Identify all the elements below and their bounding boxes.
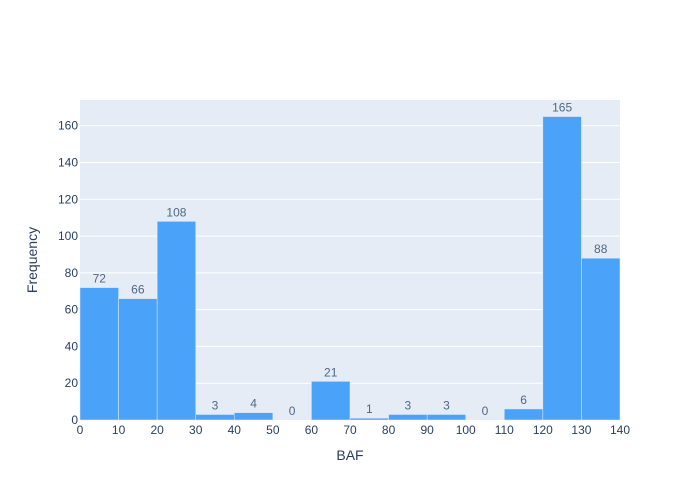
histogram-bar xyxy=(234,412,274,421)
x-tick-label: 90 xyxy=(420,423,434,437)
x-tick-label: 30 xyxy=(189,423,203,437)
x-tick-label: 0 xyxy=(77,423,84,437)
histogram-bar xyxy=(118,298,158,421)
y-axis-ticks: 0 20 40 60 80 100 120 140 160 xyxy=(58,119,78,427)
bar-value-label: 0 xyxy=(482,404,489,418)
y-tick-label: 100 xyxy=(58,229,78,243)
bar-value-label: 3 xyxy=(212,398,219,412)
histogram-bar xyxy=(311,381,351,421)
x-tick-label: 130 xyxy=(571,423,591,437)
x-tick-label: 40 xyxy=(228,423,242,437)
bar-value-label: 3 xyxy=(405,398,412,412)
histogram-bar xyxy=(388,414,428,421)
histogram-bar xyxy=(156,221,196,421)
x-tick-label: 80 xyxy=(382,423,396,437)
y-tick-label: 20 xyxy=(65,376,79,390)
y-tick-label: 120 xyxy=(58,192,78,206)
x-tick-label: 70 xyxy=(343,423,357,437)
bar-value-label: 0 xyxy=(289,404,296,418)
bars xyxy=(79,116,621,421)
x-axis-title: BAF xyxy=(336,447,363,463)
bar-value-label: 3 xyxy=(443,398,450,412)
x-tick-label: 50 xyxy=(266,423,280,437)
y-tick-label: 140 xyxy=(58,156,78,170)
histogram-bar xyxy=(581,257,621,421)
bar-value-label: 108 xyxy=(166,205,186,219)
y-tick-label: 40 xyxy=(65,339,79,353)
bar-value-label: 66 xyxy=(131,283,145,297)
bar-value-label: 6 xyxy=(520,393,527,407)
bar-value-label: 21 xyxy=(324,365,338,379)
x-axis-ticks: 0 10 20 30 40 50 60 70 80 90 100 110 120 130 140 xyxy=(77,423,631,437)
bar-value-label: 4 xyxy=(250,397,257,411)
bar-value-label: 72 xyxy=(93,272,107,286)
y-axis-title: Frequency xyxy=(24,227,40,293)
x-tick-label: 140 xyxy=(610,423,630,437)
x-tick-label: 20 xyxy=(150,423,164,437)
histogram-bar xyxy=(426,414,466,421)
x-tick-label: 100 xyxy=(456,423,476,437)
bar-value-label: 165 xyxy=(552,101,572,115)
bar-value-label: 88 xyxy=(594,242,608,256)
y-tick-label: 80 xyxy=(65,266,79,280)
bar-value-label: 1 xyxy=(366,402,373,416)
x-tick-label: 10 xyxy=(112,423,126,437)
y-tick-label: 60 xyxy=(65,303,79,317)
histogram-bar xyxy=(79,287,119,421)
y-tick-label: 0 xyxy=(71,413,78,427)
histogram-bar xyxy=(542,116,582,421)
histogram-bar xyxy=(195,414,235,421)
histogram-bar xyxy=(504,408,544,421)
histogram-bar xyxy=(349,417,389,421)
x-tick-label: 120 xyxy=(533,423,553,437)
data-labels: 72 66 108 3 4 0 21 1 3 3 0 6 165 88 xyxy=(93,101,608,418)
y-tick-label: 160 xyxy=(58,119,78,133)
x-tick-label: 60 xyxy=(305,423,319,437)
x-tick-label: 110 xyxy=(495,423,514,437)
